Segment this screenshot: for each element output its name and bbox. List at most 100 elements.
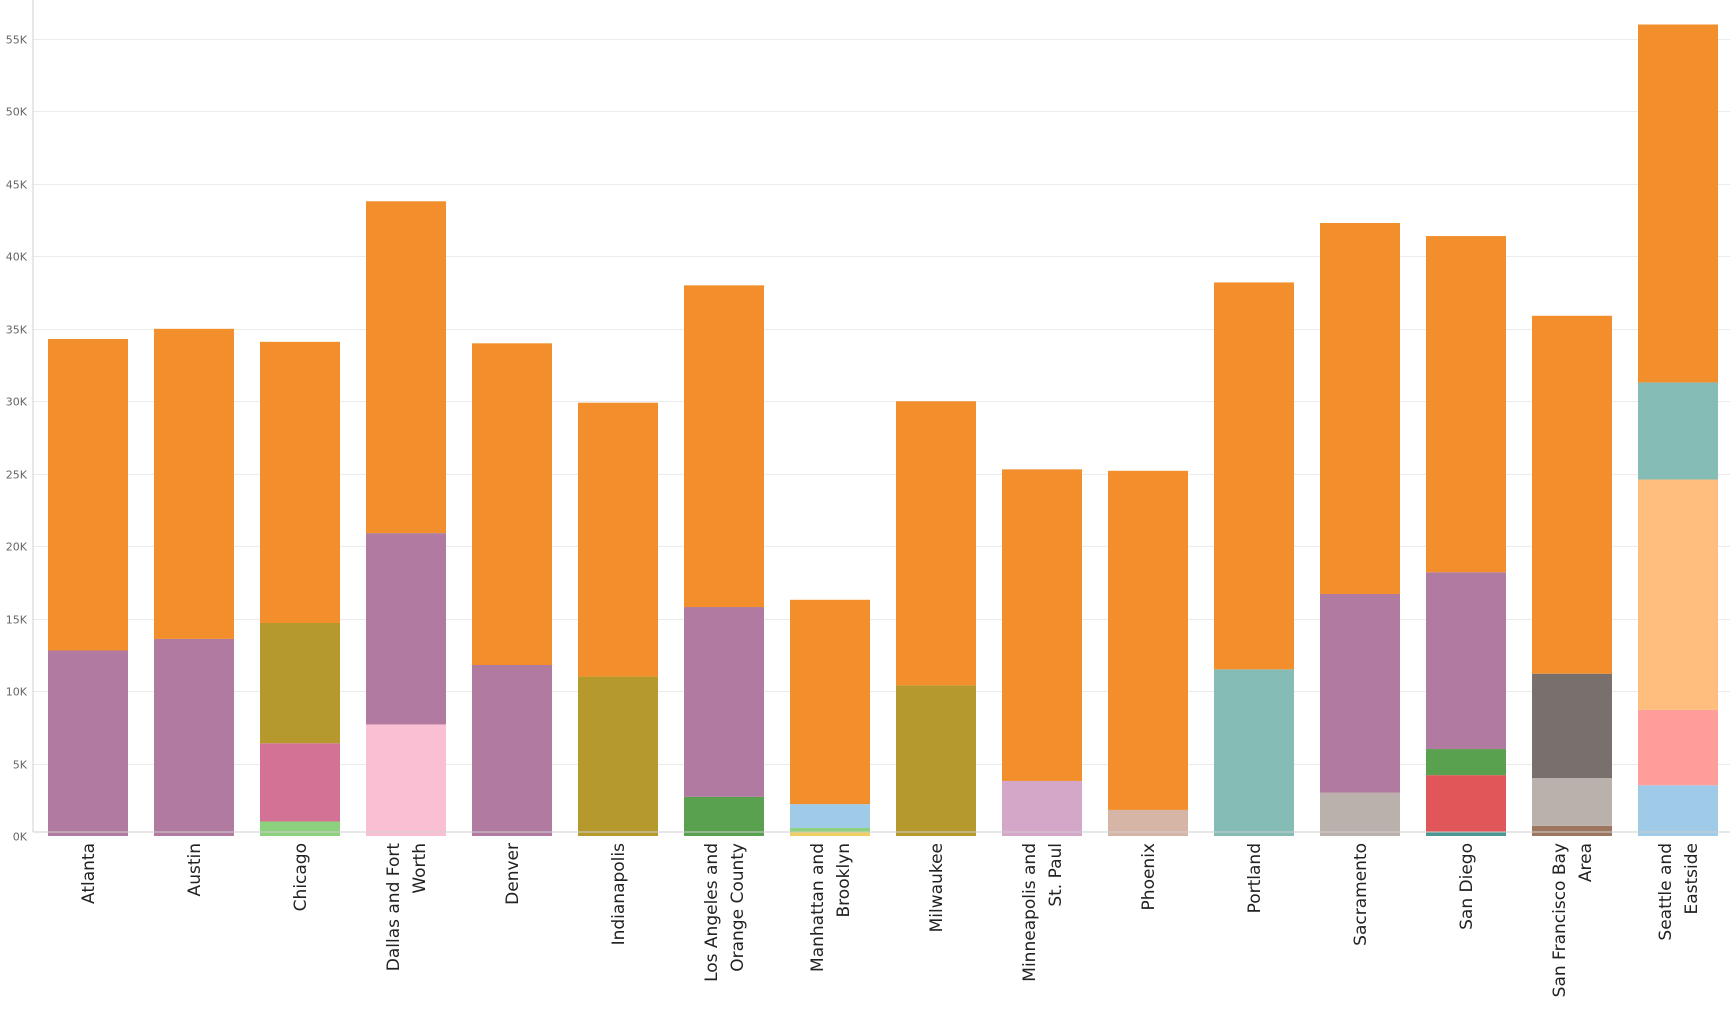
x-tick-label-line: Sacramento bbox=[1351, 843, 1371, 946]
bar-stack bbox=[366, 201, 446, 836]
bar-stack bbox=[154, 328, 234, 836]
bar-segment bbox=[1426, 749, 1506, 776]
bar-segment bbox=[1638, 785, 1718, 836]
y-tick-label: 40K bbox=[6, 251, 28, 264]
x-tick-label-line: Dallas and Fort bbox=[384, 843, 404, 972]
bar-segment bbox=[472, 665, 552, 836]
x-tick-label-line: Portland bbox=[1245, 843, 1265, 913]
bar-segment bbox=[790, 832, 870, 836]
x-tick-label-line: Area bbox=[1576, 843, 1596, 882]
bar-segment bbox=[260, 743, 340, 822]
x-tick-label-line: Austin bbox=[185, 843, 205, 896]
x-tick-label-line: Phoenix bbox=[1139, 843, 1159, 910]
bar-segment bbox=[1426, 572, 1506, 750]
y-tick-label: 0K bbox=[13, 831, 28, 844]
x-tick-label-line: Denver bbox=[503, 843, 523, 905]
bar-segment bbox=[896, 685, 976, 836]
bar-segment bbox=[1638, 479, 1718, 710]
bar-stack bbox=[896, 401, 976, 836]
bar-segment bbox=[1532, 315, 1612, 674]
bar-segment bbox=[1214, 282, 1294, 670]
bar-segment bbox=[366, 533, 446, 725]
bar-segment bbox=[1108, 470, 1188, 810]
y-axis-ticks: 0K 5K 10K 15K 20K 25K 30K 35K 40K 45K 50K 55K bbox=[6, 34, 28, 844]
x-tick-label: Austin bbox=[185, 843, 205, 896]
bar-segment bbox=[1320, 223, 1400, 594]
bar-stack bbox=[1638, 24, 1718, 836]
bar-segment bbox=[154, 328, 234, 639]
x-tick-label-line: Orange County bbox=[728, 843, 748, 972]
bar-segment bbox=[260, 821, 340, 836]
bar-segment bbox=[684, 285, 764, 608]
x-tick-label: Seattle and Eastside bbox=[1656, 843, 1702, 941]
x-tick-label-line: Indianapolis bbox=[609, 843, 629, 946]
x-tick-label-line: Seattle and bbox=[1656, 843, 1676, 941]
bar-stack bbox=[1320, 223, 1400, 836]
bar-segment bbox=[1638, 24, 1718, 383]
y-tick-label: 50K bbox=[6, 106, 28, 119]
bar-segment bbox=[1638, 709, 1718, 786]
x-tick-label: Portland bbox=[1245, 843, 1265, 913]
x-tick-label: Dallas and Fort Worth bbox=[384, 843, 430, 972]
x-tick-label-line: Manhattan and bbox=[808, 843, 828, 972]
bar-segment bbox=[1002, 469, 1082, 781]
x-tick-label-line: Eastside bbox=[1682, 843, 1702, 915]
x-tick-label-line: Chicago bbox=[291, 843, 311, 911]
x-tick-label-line: San Francisco Bay bbox=[1550, 843, 1570, 997]
bar-segment bbox=[684, 607, 764, 797]
y-tick-label: 35K bbox=[6, 324, 28, 337]
y-tick-label: 55K bbox=[6, 34, 28, 47]
x-tick-label-line: Minneapolis and bbox=[1020, 843, 1040, 982]
bar-stack bbox=[1426, 236, 1506, 836]
bar-segment bbox=[1532, 825, 1612, 836]
y-tick-label: 20K bbox=[6, 541, 28, 554]
bar-segment bbox=[472, 343, 552, 666]
x-tick-label: Milwaukee bbox=[927, 843, 947, 932]
bar-segment bbox=[1426, 775, 1506, 832]
x-tick-label: Manhattan and Brooklyn bbox=[808, 843, 854, 972]
bar-segment bbox=[1320, 792, 1400, 836]
bar-segment bbox=[1426, 831, 1506, 836]
x-tick-label-line: Milwaukee bbox=[927, 843, 947, 932]
bar-segment bbox=[790, 804, 870, 829]
y-tick-label: 45K bbox=[6, 179, 28, 192]
bar-stack bbox=[48, 338, 128, 836]
bar-segment bbox=[1320, 593, 1400, 793]
bar-segment bbox=[48, 650, 128, 836]
y-tick-label: 5K bbox=[13, 759, 28, 772]
x-tick-label-line: Atlanta bbox=[79, 843, 99, 904]
y-tick-label: 10K bbox=[6, 686, 28, 699]
bar-segment bbox=[1426, 236, 1506, 573]
bar-segment bbox=[684, 796, 764, 836]
axes bbox=[32, 0, 1730, 833]
bar-segment bbox=[366, 724, 446, 836]
x-tick-label-line: St. Paul bbox=[1046, 843, 1066, 907]
y-tick-label: 25K bbox=[6, 469, 28, 482]
bar-stack bbox=[578, 402, 658, 836]
bar-segment bbox=[578, 402, 658, 677]
x-tick-label: Indianapolis bbox=[609, 843, 629, 946]
bar-stack bbox=[790, 599, 870, 836]
x-tick-label-line: Brooklyn bbox=[834, 843, 854, 917]
bar-stack bbox=[472, 343, 552, 836]
x-tick-label: San Francisco Bay Area bbox=[1550, 843, 1596, 997]
x-tick-label-line: Los Angeles and bbox=[702, 843, 722, 982]
bar-segment bbox=[896, 401, 976, 686]
x-tick-label: Atlanta bbox=[79, 843, 99, 904]
y-tick-label: 30K bbox=[6, 396, 28, 409]
bar-segment bbox=[48, 338, 128, 651]
x-tick-label: Denver bbox=[503, 843, 523, 905]
x-tick-label: Phoenix bbox=[1139, 843, 1159, 910]
bar-stack bbox=[1108, 470, 1188, 836]
bar-segment bbox=[790, 599, 870, 805]
bar-segment bbox=[1532, 673, 1612, 779]
x-tick-label: Sacramento bbox=[1351, 843, 1371, 946]
bar-stack bbox=[1214, 282, 1294, 836]
bar-segment bbox=[1214, 669, 1294, 836]
bars bbox=[48, 24, 1718, 836]
bar-segment bbox=[260, 341, 340, 623]
x-tick-label: San Diego bbox=[1457, 843, 1477, 930]
bar-segment bbox=[366, 201, 446, 534]
bar-segment bbox=[790, 828, 870, 833]
